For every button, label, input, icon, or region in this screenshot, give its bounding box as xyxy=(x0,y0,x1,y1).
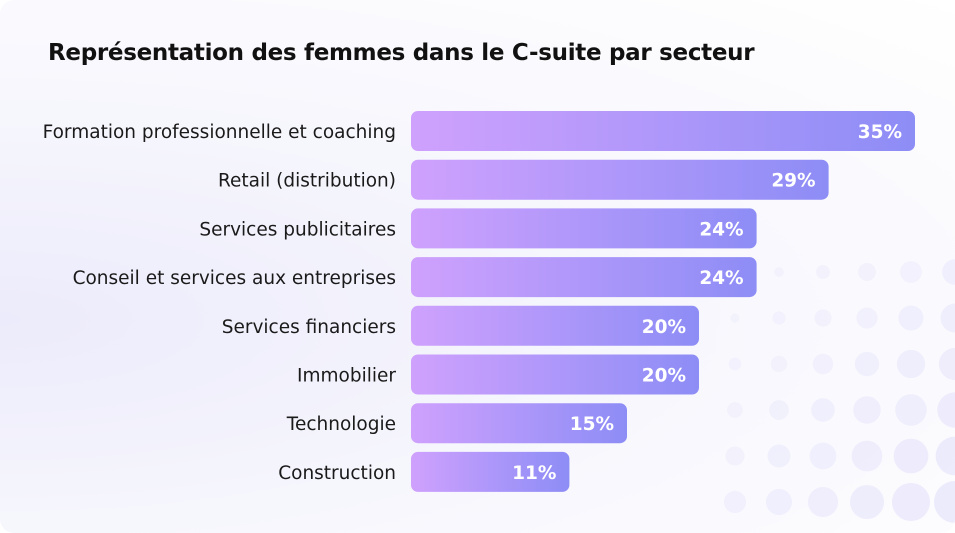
decorative-dot-pattern xyxy=(723,259,955,523)
decorative-dot xyxy=(727,402,743,418)
bar xyxy=(411,451,570,492)
decorative-dot xyxy=(938,347,955,381)
decorative-dot xyxy=(809,442,837,470)
decorative-dot xyxy=(811,398,835,422)
bar xyxy=(411,208,757,249)
decorative-dot xyxy=(730,313,740,323)
category-label: Immobilier xyxy=(297,366,396,387)
decorative-dot xyxy=(807,486,839,518)
category-label: Conseil et services aux entreprises xyxy=(73,268,396,289)
decorative-dot xyxy=(934,481,955,523)
decorative-dot xyxy=(896,349,926,379)
category-label: Retail (distribution) xyxy=(218,171,396,192)
decorative-dot xyxy=(893,438,929,474)
decorative-dot xyxy=(851,440,883,472)
decorative-dot xyxy=(814,309,832,327)
category-label: Services financiers xyxy=(222,317,396,338)
decorative-dot xyxy=(767,444,791,468)
decorative-dot xyxy=(891,482,931,522)
decorative-dot xyxy=(935,436,955,476)
decorative-dot xyxy=(856,307,878,329)
decorative-dot xyxy=(854,351,880,377)
decorative-dot xyxy=(853,396,881,424)
value-label: 11% xyxy=(512,463,556,484)
category-label: Services publicitaires xyxy=(199,219,396,240)
value-label: 24% xyxy=(699,219,743,240)
value-label: 20% xyxy=(642,317,686,338)
value-label: 29% xyxy=(771,171,815,192)
decorative-dot xyxy=(725,446,745,466)
decorative-dot xyxy=(772,311,786,325)
decorative-dot xyxy=(774,267,784,277)
decorative-dot xyxy=(849,484,885,520)
bar xyxy=(411,305,699,346)
category-label: Construction xyxy=(278,463,396,484)
value-label: 20% xyxy=(642,366,686,387)
bars-group: Formation professionnelle et coaching 35%… xyxy=(43,111,915,492)
bar xyxy=(411,111,915,151)
bar xyxy=(411,354,699,395)
decorative-dot xyxy=(858,263,876,281)
category-label: Formation professionnelle et coaching xyxy=(43,122,396,143)
decorative-dot xyxy=(812,353,834,375)
decorative-dot xyxy=(816,265,830,279)
decorative-dot xyxy=(942,259,955,285)
decorative-dot xyxy=(937,392,955,428)
bar xyxy=(411,257,757,298)
decorative-dot xyxy=(765,488,793,516)
decorative-dot xyxy=(895,394,927,426)
value-label: 35% xyxy=(858,122,902,143)
decorative-dot xyxy=(723,490,747,514)
decorative-dot xyxy=(900,261,922,283)
value-label: 15% xyxy=(570,414,614,435)
decorative-dot xyxy=(940,303,955,333)
decorative-dot xyxy=(898,305,924,331)
bar xyxy=(411,159,829,200)
bar xyxy=(411,403,627,444)
decorative-dot xyxy=(769,400,789,420)
chart-title: Représentation des femmes dans le C-suit… xyxy=(48,40,755,66)
category-label: Technologie xyxy=(286,414,396,435)
decorative-dot xyxy=(770,355,788,373)
decorative-dot xyxy=(728,357,742,371)
value-label: 24% xyxy=(699,268,743,289)
